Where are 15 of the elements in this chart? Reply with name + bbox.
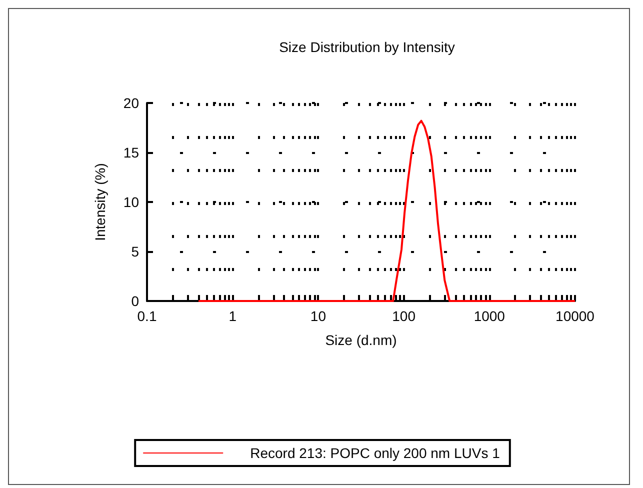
x-axis-title: Size (d.nm) xyxy=(325,332,397,348)
text: Record 213: POPC only 200 nm LUVs 1 xyxy=(250,445,500,461)
y-axis-title: Intensity (%) xyxy=(92,163,108,241)
chart-title: Size Distribution by Intensity xyxy=(279,39,455,55)
y-tick-label: 5 xyxy=(131,244,140,260)
y-tick-label: 20 xyxy=(123,95,140,111)
x-tick-label: 0.1 xyxy=(137,308,157,324)
y-tick-label: 0 xyxy=(131,293,140,309)
y-tick-label: 15 xyxy=(123,144,140,160)
x-tick-label: 10000 xyxy=(556,308,595,324)
x-tick-label: 1000 xyxy=(474,308,506,324)
x-tick-label: 1 xyxy=(228,308,237,324)
y-tick-label: 10 xyxy=(123,194,140,210)
x-tick-label: 10 xyxy=(310,308,326,324)
x-tick-label: 100 xyxy=(392,308,416,324)
